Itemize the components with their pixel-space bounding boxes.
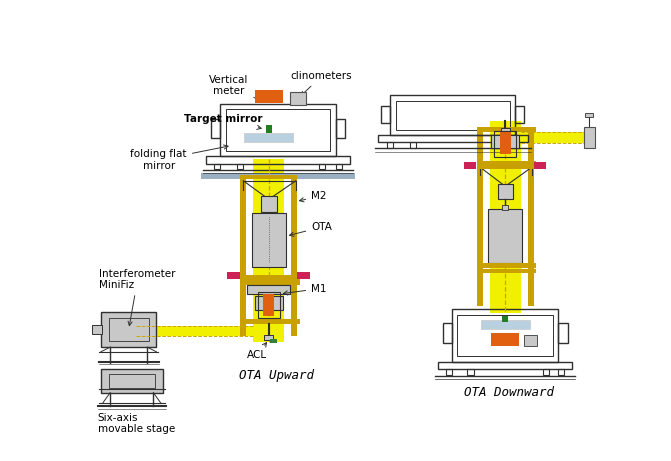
Bar [458,315,553,356]
Text: OTA Downward: OTA Downward [464,386,554,399]
Bar [101,369,162,393]
Bar [488,209,522,263]
Bar [533,162,546,169]
Bar [252,213,286,267]
Bar [476,127,536,131]
Bar [480,320,530,330]
Bar [527,129,533,306]
Bar [214,164,220,169]
Text: Interferometer
MiniFiz: Interferometer MiniFiz [99,269,176,325]
Text: folding flat
mirror: folding flat mirror [130,145,228,171]
Bar [452,309,558,362]
Bar [381,106,391,123]
Bar [240,319,300,324]
Bar [584,127,595,148]
Bar [410,142,416,148]
Bar [319,164,325,169]
Text: Six-axis
movable stage: Six-axis movable stage [98,413,175,434]
Bar [464,162,476,169]
Bar [446,369,452,375]
Bar [238,164,244,169]
Text: ACL: ACL [247,343,267,360]
Bar [378,136,527,142]
Bar [92,325,103,334]
Bar [270,339,276,343]
Bar [558,323,568,343]
Text: OTA Upward: OTA Upward [239,369,314,383]
Bar [255,296,282,310]
Bar [496,142,502,148]
Bar [495,131,516,157]
Bar [336,119,345,138]
Text: OTA: OTA [289,222,332,236]
Bar [502,316,509,322]
Bar [240,280,300,285]
Bar [136,325,254,337]
Bar [476,165,536,169]
Bar [220,104,336,156]
Bar [101,312,156,347]
Bar [240,175,246,337]
Bar [525,335,537,346]
Bar [585,113,593,117]
Bar [109,374,155,388]
Bar [515,106,525,123]
Bar [109,318,149,341]
Bar [558,369,564,375]
Bar [468,369,474,375]
Bar [513,142,519,148]
Bar [476,161,536,165]
Bar [491,332,519,346]
Bar [521,132,586,143]
Bar [227,272,240,278]
Bar [201,173,355,179]
Text: Target mirror: Target mirror [184,114,262,130]
Bar [247,285,291,294]
Bar [336,164,342,169]
Bar [240,275,300,280]
Bar [543,369,549,375]
Bar [264,294,274,316]
Text: M2: M2 [299,191,327,202]
Bar [261,196,276,212]
Bar [476,263,536,268]
Bar [264,335,274,340]
Bar [501,129,510,134]
Bar [258,292,280,318]
Bar [297,272,309,278]
Bar [502,206,509,210]
Bar [386,142,393,148]
Text: M1: M1 [283,284,327,295]
Bar [438,362,572,369]
Bar [291,175,297,337]
Bar [443,323,452,343]
Bar [240,175,296,179]
Bar [497,184,513,199]
Text: Vertical
meter: Vertical meter [209,75,262,101]
Bar [266,125,272,133]
Bar [255,90,282,103]
Bar [291,92,306,105]
Bar [244,133,293,142]
Bar [476,269,536,273]
Bar [491,135,519,148]
Bar [225,109,330,151]
Bar [476,129,483,306]
Bar [396,101,510,130]
Bar [254,159,285,342]
Bar [391,95,515,136]
Bar [490,121,521,313]
Text: clinometers: clinometers [291,71,352,96]
Bar [211,119,220,138]
Bar [500,132,511,154]
Bar [207,156,350,164]
